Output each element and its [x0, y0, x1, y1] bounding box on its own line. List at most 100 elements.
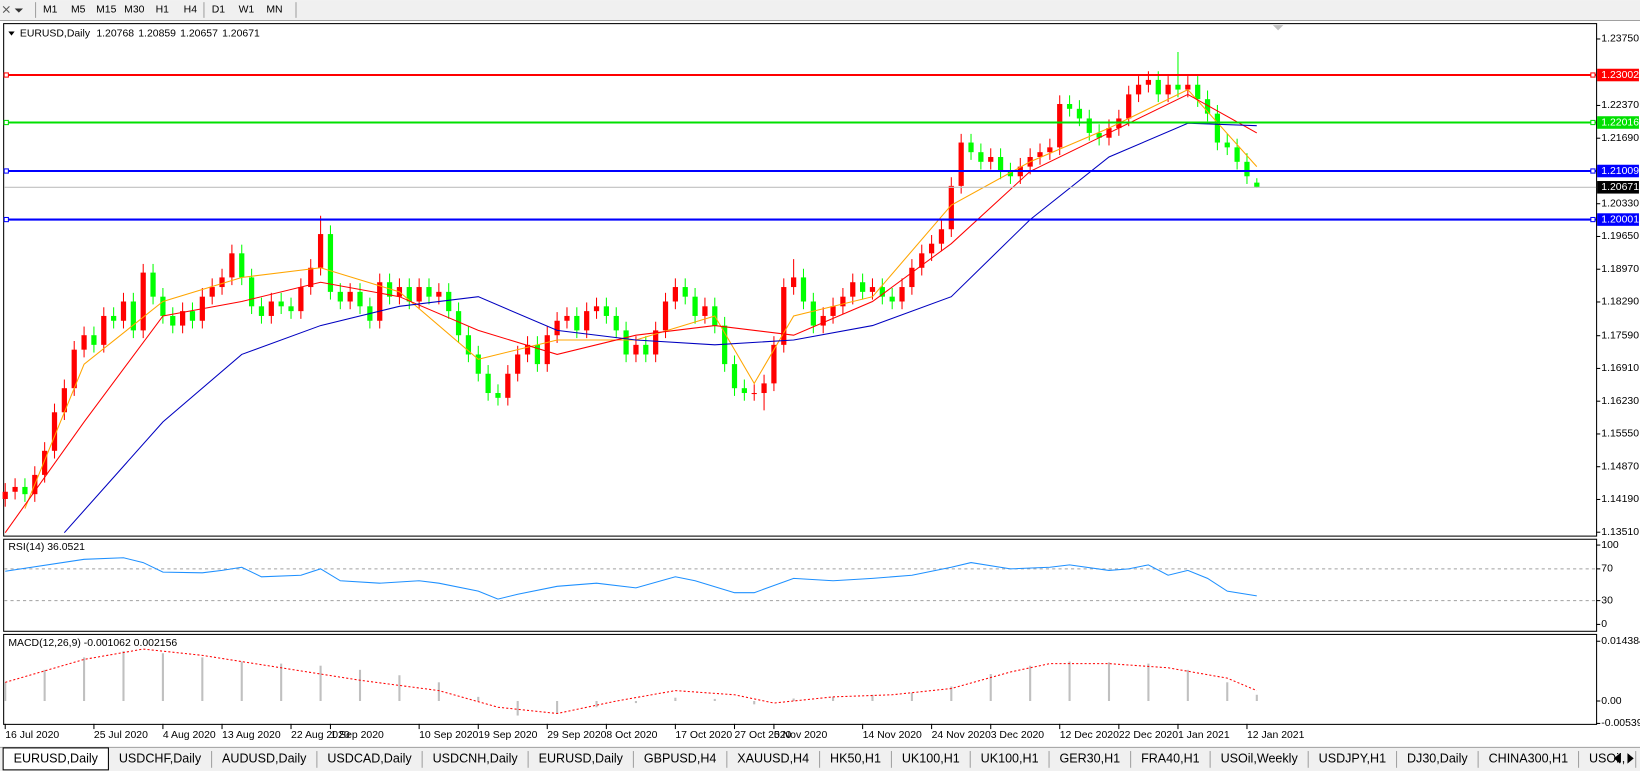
timeframe-button[interactable]: H4	[184, 4, 198, 15]
candle-body	[761, 383, 767, 394]
tab-label[interactable]: XAUUSD,H4	[737, 752, 809, 766]
tab-label[interactable]: HK50,H1	[830, 752, 881, 766]
candle-body	[61, 388, 67, 413]
x-tick-label: 24 Nov 2020	[932, 730, 991, 741]
tab-label[interactable]: USDCNH,Daily	[433, 752, 519, 766]
timeframe-button[interactable]: M15	[96, 4, 116, 15]
x-tick-label: 16 Jul 2020	[5, 730, 59, 741]
tab-label[interactable]: DJ30,Daily	[1407, 752, 1468, 766]
level-handle[interactable]	[1590, 119, 1596, 126]
candle-body	[219, 277, 225, 288]
ohlc-value: 1.20657	[180, 28, 218, 39]
candle-body	[515, 354, 521, 374]
candle-body	[623, 330, 629, 355]
candle-body	[1165, 84, 1171, 95]
tab-label[interactable]: GER30,H1	[1059, 752, 1120, 766]
candle-body	[554, 320, 560, 336]
candle-body	[101, 315, 107, 345]
candle-body	[12, 486, 18, 492]
level-handle[interactable]	[3, 168, 9, 174]
tab-scroll[interactable]	[1613, 753, 1634, 764]
level-handle[interactable]	[3, 72, 9, 78]
y-tick-label: 0.00	[1601, 696, 1622, 707]
tab-label[interactable]: AUDUSD,Daily	[222, 752, 307, 766]
candle-body	[22, 486, 28, 495]
level-price-box	[1597, 164, 1639, 178]
candle-body	[820, 315, 826, 326]
rsi-line	[5, 557, 1257, 600]
candle-body	[495, 393, 501, 398]
level-handle[interactable]	[3, 216, 9, 223]
x-tick-label: 13 Aug 2020	[222, 730, 281, 741]
timeframe-button[interactable]: M30	[124, 4, 144, 15]
tab-label[interactable]: UK100,H1	[902, 752, 960, 766]
timeframe-button[interactable]: W1	[239, 4, 255, 15]
candle-body	[1007, 171, 1014, 177]
candle-body	[475, 354, 481, 374]
level-handle[interactable]	[1590, 216, 1596, 223]
candle-body	[692, 296, 698, 316]
timeframe-button[interactable]: MN	[266, 4, 282, 15]
tab-label[interactable]: EURUSD,Daily	[14, 752, 99, 766]
candle-body	[909, 267, 915, 288]
tab-label[interactable]: UK100,H1	[981, 752, 1039, 766]
candle-body	[682, 287, 688, 297]
candle-body	[327, 234, 334, 292]
candle-body	[830, 306, 836, 316]
candle-body	[988, 156, 994, 162]
toolbar-dropdown[interactable]	[14, 8, 24, 13]
rsi-panel	[3, 538, 1598, 632]
candle-body	[1086, 118, 1092, 133]
tab-label[interactable]: FRA40,H1	[1141, 752, 1200, 766]
x-tick-label: 19 Sep 2020	[478, 730, 537, 741]
indicator-title: RSI(14) 36.0521	[8, 542, 85, 553]
tab-label[interactable]: USDCAD,Daily	[327, 752, 412, 766]
tab-label[interactable]: USOil,	[1589, 752, 1625, 766]
y-tick-label: 1.22370	[1601, 100, 1639, 111]
candle-body	[564, 315, 570, 321]
tab-scroll-arrows[interactable]	[1613, 753, 1634, 764]
tab-label[interactable]: EURUSD,Daily	[539, 752, 624, 766]
timeframe-button[interactable]: M1	[43, 4, 58, 15]
candle-body	[357, 291, 363, 307]
candle-body	[672, 287, 678, 302]
candle-body	[919, 253, 925, 268]
y-tick-label: 0.014384	[1601, 636, 1640, 647]
level-handle[interactable]	[1590, 72, 1596, 78]
candle-body	[317, 234, 324, 268]
timeframe-button[interactable]: D1	[212, 4, 226, 15]
toolbar-icon[interactable]	[2, 5, 10, 13]
candle-body	[91, 335, 97, 345]
tab-label[interactable]: CHINA300,H1	[1489, 752, 1569, 766]
tab-label[interactable]: USDJPY,H1	[1319, 752, 1386, 766]
candle-body	[1204, 99, 1211, 114]
x-tick-label: 5 Nov 2020	[774, 730, 828, 741]
level-handle[interactable]	[3, 119, 9, 126]
y-tick-label: 1.14190	[1601, 494, 1639, 505]
tab-label[interactable]: USDCHF,Daily	[119, 752, 202, 766]
active-tab[interactable]	[2, 747, 109, 771]
moving-average	[4, 93, 1258, 533]
x-tick-label: 4 Aug 2020	[163, 730, 216, 741]
candle-body	[337, 291, 343, 302]
symbol-menu-arrow[interactable]	[8, 31, 15, 36]
candle-body	[524, 344, 531, 355]
candle-body	[268, 301, 274, 316]
tab-label[interactable]: GBPUSD,H4	[644, 752, 717, 766]
timeframe-button[interactable]: M5	[71, 4, 86, 15]
candle-body	[2, 491, 8, 499]
y-tick-label: 1.20330	[1601, 198, 1639, 209]
level-handle[interactable]	[1590, 168, 1596, 174]
tab-label[interactable]: USOil,Weekly	[1221, 752, 1299, 766]
moving-average	[63, 122, 1257, 534]
candle-body	[1155, 79, 1161, 95]
last-price-box	[1597, 181, 1639, 194]
candle-body	[71, 349, 77, 389]
level-price-box	[1597, 213, 1639, 226]
price-panel	[3, 23, 1598, 537]
candle-body	[613, 315, 619, 331]
timeframe-button[interactable]: H1	[156, 4, 170, 15]
x-tick-label: 25 Jul 2020	[94, 730, 148, 741]
candle-body	[751, 393, 757, 395]
